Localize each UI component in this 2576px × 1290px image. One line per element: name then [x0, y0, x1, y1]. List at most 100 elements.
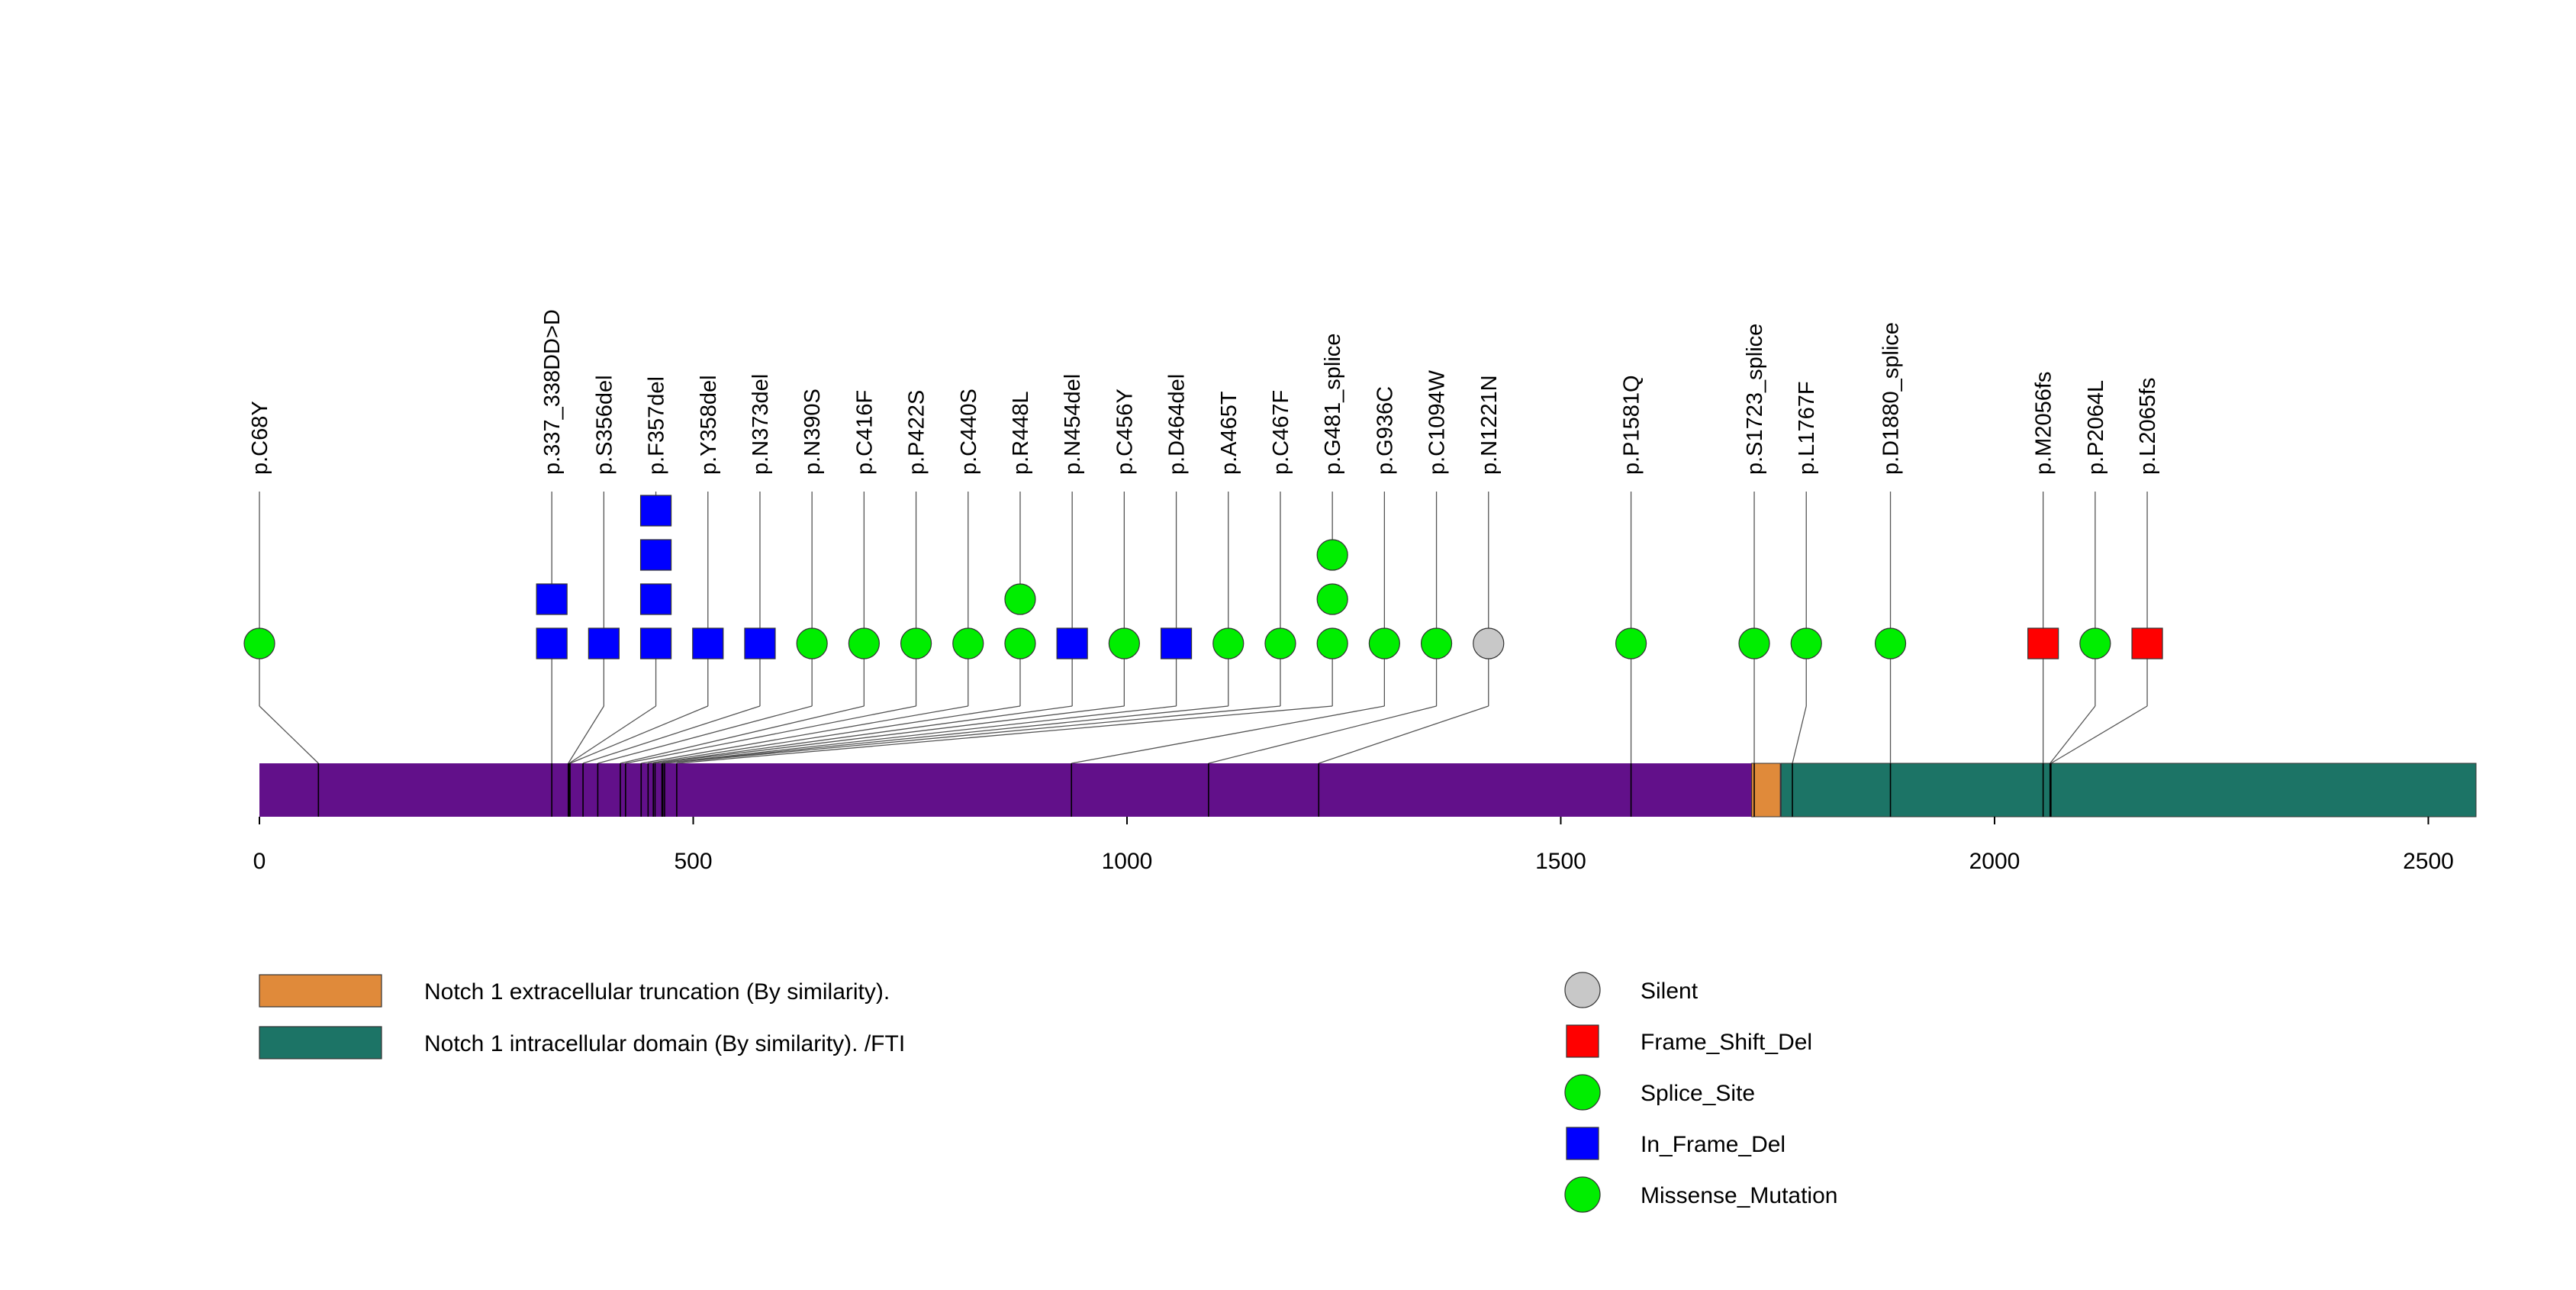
mutation-marker	[1212, 627, 1245, 660]
type-legend-label: In_Frame_Del	[1641, 1132, 1785, 1157]
type-legend-marker	[1564, 1176, 1601, 1213]
mutation-marker	[796, 627, 828, 660]
mutation-label: p.N390S	[800, 389, 825, 475]
connector-4	[568, 705, 656, 764]
mutation-label: p.C416F	[852, 390, 877, 475]
mutation-marker	[1056, 627, 1088, 660]
mutation-marker	[900, 627, 932, 660]
connector-17	[676, 705, 1333, 764]
type-legend-marker	[1564, 1074, 1601, 1111]
connector-13	[655, 705, 1125, 764]
type-legend-marker	[1566, 1127, 1599, 1160]
mutation-marker	[692, 627, 724, 660]
type-legend-label: Missense_Mutation	[1641, 1183, 1837, 1208]
mutation-label: p.F357del	[645, 376, 669, 475]
mutation-marker	[1316, 539, 1348, 571]
mutation-marker	[2131, 627, 2163, 660]
mutation-label: p.N1221N	[1477, 375, 1502, 475]
mutation-label: p.R448L	[1009, 391, 1033, 475]
connector-20	[1319, 705, 1489, 764]
mutation-marker	[639, 539, 672, 571]
connector-10	[641, 705, 968, 764]
mutation-marker	[1738, 627, 1770, 660]
type-legend-label: Splice_Site	[1641, 1081, 1755, 1106]
mutation-label: p.C456Y	[1113, 389, 1137, 475]
mutation-label: p.L2065fs	[2136, 378, 2160, 475]
x-tick-label: 500	[674, 849, 712, 874]
connector-3	[568, 705, 604, 764]
domain-legend-swatch	[259, 974, 382, 1008]
mutation-label: p.G936C	[1373, 386, 1397, 475]
mutation-label: p.P2064L	[2084, 380, 2108, 475]
mutation-marker	[2079, 627, 2111, 660]
mutation-marker	[1473, 627, 1505, 660]
connector-23	[1792, 705, 1807, 764]
connector-18	[1071, 705, 1385, 764]
connector-8	[620, 705, 865, 764]
mutation-marker	[1108, 627, 1140, 660]
mutation-marker	[536, 583, 568, 615]
mutation-marker	[1264, 627, 1296, 660]
mutation-label: p.C68Y	[248, 401, 272, 475]
mutation-label: p.337_338DD>D	[540, 309, 565, 475]
mutation-marker	[639, 583, 672, 615]
mutation-marker	[1160, 627, 1193, 660]
x-tick-label: 2500	[2403, 849, 2454, 874]
mutation-marker	[1790, 627, 1822, 660]
mutation-marker	[848, 627, 880, 660]
mutation-label: p.S1723_splice	[1743, 324, 1767, 475]
mutation-marker	[744, 627, 776, 660]
mutation-label: p.G481_splice	[1321, 334, 1345, 475]
mutation-label: p.C467F	[1269, 390, 1293, 475]
mutation-label: p.D464del	[1165, 374, 1190, 475]
connector-27	[2050, 705, 2148, 764]
mutation-label: p.Y358del	[697, 375, 721, 475]
x-tick-label: 1500	[1535, 849, 1586, 874]
mutation-label: p.D1880_splice	[1879, 322, 1904, 475]
type-legend-marker	[1564, 972, 1601, 1008]
connector-19	[1208, 705, 1437, 764]
connector-16	[664, 705, 1281, 764]
mutation-marker	[1368, 627, 1400, 660]
connector-7	[597, 705, 813, 764]
mutation-marker	[639, 495, 672, 527]
type-legend-marker	[1566, 1024, 1599, 1058]
mutation-marker	[952, 627, 984, 660]
mutation-label: p.C1094W	[1425, 369, 1450, 475]
domain-legend-label: Notch 1 extracellular truncation (By sim…	[424, 979, 890, 1005]
type-legend-label: Frame_Shift_Del	[1641, 1030, 1812, 1055]
mutation-marker	[1420, 627, 1453, 660]
connector-11	[648, 705, 1021, 764]
domain-legend-label: Notch 1 intracellular domain (By similar…	[424, 1031, 905, 1056]
x-tick-label: 1000	[1102, 849, 1153, 874]
x-tick-label: 0	[253, 849, 266, 874]
mutation-marker	[1004, 583, 1036, 615]
mutation-label: p.N373del	[749, 374, 773, 475]
mutation-marker	[2027, 627, 2059, 660]
mutation-marker	[1316, 583, 1348, 615]
mutation-marker	[639, 627, 672, 660]
mutation-marker	[1615, 627, 1647, 660]
connector-14	[662, 705, 1177, 764]
connector-26	[2050, 705, 2096, 764]
domain-1	[1751, 763, 1781, 818]
mutation-marker	[1316, 627, 1348, 660]
mutation-label: p.P1581Q	[1620, 375, 1644, 475]
mutation-label: p.P422S	[905, 390, 929, 475]
mutation-marker	[243, 627, 275, 660]
domain-legend-swatch	[259, 1026, 382, 1059]
x-tick-label: 2000	[1969, 849, 2021, 874]
connector-6	[582, 705, 761, 764]
connector-5	[569, 705, 709, 764]
connector-15	[662, 705, 1228, 764]
connector-1	[259, 705, 319, 764]
mutation-label: p.A465T	[1217, 391, 1241, 475]
type-legend-label: Silent	[1641, 979, 1699, 1004]
connector-9	[625, 705, 916, 764]
mutation-label: p.N454del	[1061, 374, 1085, 475]
mutation-label: p.L1767F	[1795, 381, 1819, 475]
mutation-marker	[536, 627, 568, 660]
mutation-marker	[1004, 627, 1036, 660]
mutation-marker	[588, 627, 620, 660]
